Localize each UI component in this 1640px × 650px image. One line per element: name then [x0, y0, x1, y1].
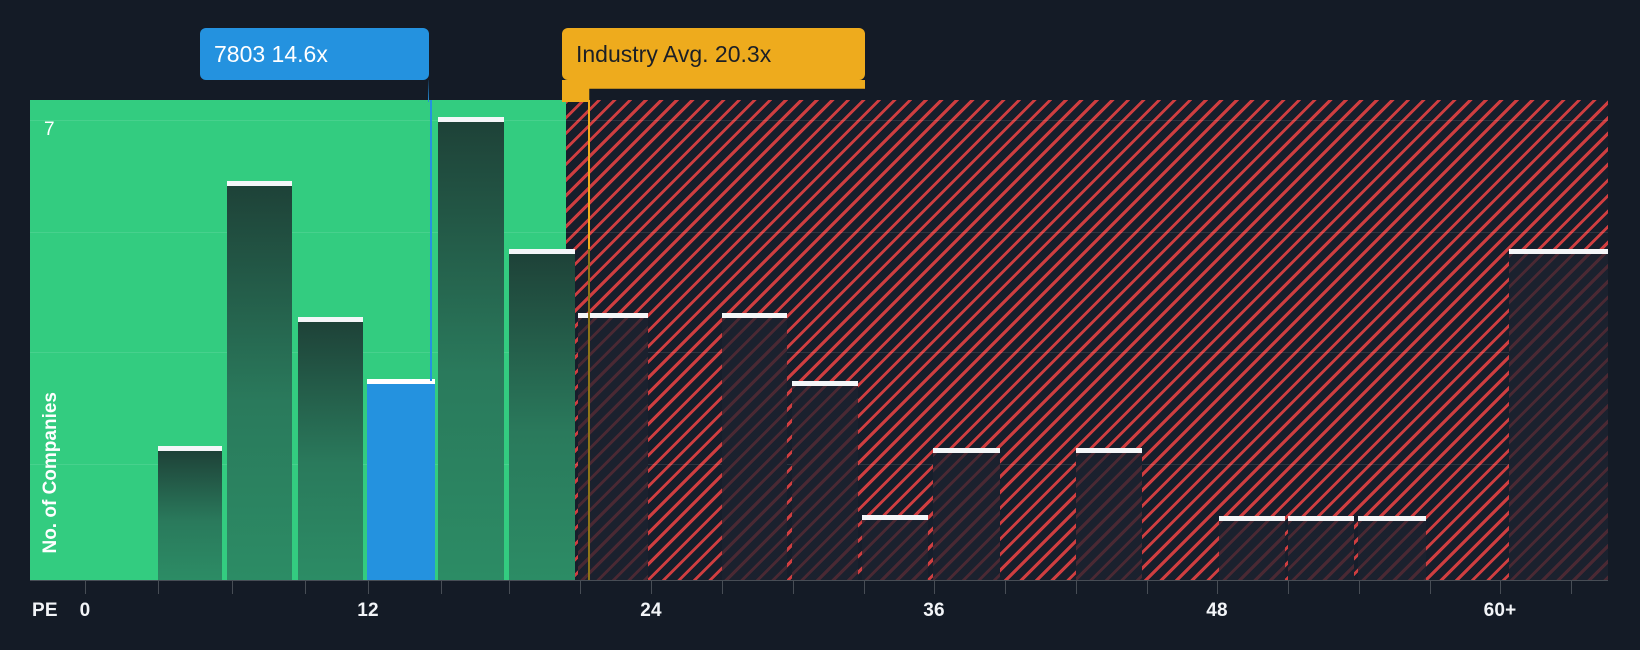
bar-cap: [1358, 516, 1426, 521]
axis-tick: [864, 581, 865, 594]
bar-cap: [862, 515, 928, 520]
x-axis-line: [30, 580, 1608, 594]
axis-tick: [1359, 581, 1360, 594]
bar-body: [438, 122, 504, 580]
bar-cap: [509, 249, 575, 254]
bar-body: [1288, 521, 1354, 580]
histogram-bar[interactable]: [227, 181, 292, 580]
bar-body: [722, 318, 787, 580]
bar-cap: [1076, 448, 1142, 453]
axis-tick: [793, 581, 794, 594]
axis-tick: [1147, 581, 1148, 594]
callout-tail: [428, 80, 429, 102]
axis-tick: [722, 581, 723, 594]
chart-plot-area: [30, 100, 1608, 580]
industry-avg-callout[interactable]: Industry Avg. 20.3x: [562, 28, 865, 80]
bar-body: [227, 186, 292, 580]
histogram-bar[interactable]: [438, 117, 504, 580]
histogram-bar[interactable]: [1076, 448, 1142, 580]
histogram-bar[interactable]: [1358, 516, 1426, 580]
bar-cap: [792, 381, 858, 386]
bar-cap: [227, 181, 292, 186]
company-marker-line: [430, 100, 432, 381]
axis-tick: [1571, 581, 1572, 594]
bar-body: [862, 520, 928, 580]
axis-tick: [1288, 581, 1289, 594]
x-axis-tick-label: 12: [357, 600, 379, 621]
bar-cap: [1288, 516, 1354, 521]
bar-body: [792, 386, 858, 580]
bar-cap: [158, 446, 222, 451]
axis-tick: [158, 581, 159, 594]
x-axis-tick-label: 24: [640, 600, 662, 621]
histogram-bar[interactable]: [1509, 249, 1608, 580]
axis-tick: [1430, 581, 1431, 594]
axis-tick: [232, 581, 233, 594]
bar-body: [1358, 521, 1426, 580]
bar-body: [298, 322, 363, 580]
axis-tick: [1005, 581, 1006, 594]
axis-tick: [1500, 581, 1501, 594]
gridline: [30, 232, 1608, 233]
gridline: [30, 120, 1608, 121]
axis-tick: [580, 581, 581, 594]
histogram-bar[interactable]: [367, 379, 435, 580]
axis-tick: [934, 581, 935, 594]
axis-tick: [305, 581, 306, 594]
bar-cap: [722, 313, 787, 318]
x-axis-tick-label: 36: [923, 600, 945, 621]
bar-cap: [298, 317, 363, 322]
bar-body: [933, 453, 1000, 580]
axis-tick: [509, 581, 510, 594]
bar-cap: [367, 379, 435, 384]
histogram-bar[interactable]: [933, 448, 1000, 580]
histogram-bar[interactable]: [1288, 516, 1354, 580]
bar-body: [509, 254, 575, 580]
bar-cap: [1219, 516, 1285, 521]
histogram-bar[interactable]: [509, 249, 575, 580]
axis-tick: [651, 581, 652, 594]
company-pe-callout[interactable]: 7803 14.6x: [200, 28, 429, 80]
x-axis-tick-label: 0: [79, 600, 91, 621]
pe-axis-prefix-label: PE: [32, 600, 58, 621]
histogram-bar[interactable]: [792, 381, 858, 580]
x-axis-tick-label: 48: [1206, 600, 1228, 621]
y-axis-title: No. of Companies: [40, 392, 61, 554]
bar-body: [1219, 521, 1285, 580]
bar-cap: [1509, 249, 1608, 254]
axis-tick: [441, 581, 442, 594]
histogram-bar[interactable]: [862, 515, 928, 580]
histogram-bar[interactable]: [1219, 516, 1285, 580]
axis-tick: [85, 581, 86, 594]
industry-marker-line-dim: [588, 249, 590, 580]
axis-tick: [368, 581, 369, 594]
x-axis-tick-label: 60+: [1483, 600, 1517, 621]
industry-marker-line: [588, 100, 590, 249]
bar-body: [1076, 453, 1142, 580]
axis-tick: [1076, 581, 1077, 594]
histogram-bar[interactable]: [722, 313, 787, 580]
bar-body: [367, 384, 435, 580]
axis-tick: [1217, 581, 1218, 594]
x-axis-labels: 0 12 24 36 48 60+: [0, 600, 1640, 640]
gridline: [30, 352, 1608, 353]
y-axis-max-label: 7: [44, 119, 55, 140]
callout-tail: [562, 80, 865, 102]
histogram-bar[interactable]: [298, 317, 363, 580]
bar-cap: [578, 313, 648, 318]
histogram-bar[interactable]: [158, 446, 222, 580]
bar-body: [1509, 254, 1608, 580]
bar-cap: [933, 448, 1000, 453]
bar-body: [158, 451, 222, 580]
bar-cap: [438, 117, 504, 122]
